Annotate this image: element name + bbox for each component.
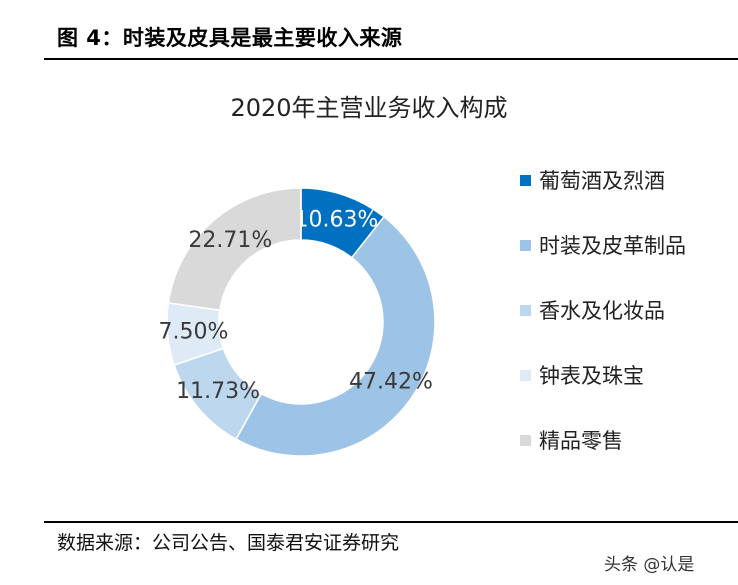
- legend-item-2: 时装及皮革制品: [520, 229, 686, 261]
- source-note: 数据来源：公司公告、国泰君安证券研究: [57, 532, 400, 554]
- legend-swatch: [520, 304, 531, 316]
- slice-label-4: 7.50%: [159, 319, 229, 344]
- legend-swatch: [520, 434, 531, 446]
- legend-item-5: 精品零售: [520, 424, 686, 456]
- slice-label-3: 11.73%: [176, 379, 260, 404]
- slice-label-1: 10.63%: [294, 207, 378, 232]
- legend-item-1: 葡萄酒及烈酒: [520, 164, 686, 196]
- chart-legend: 葡萄酒及烈酒 时装及皮革制品 香水及化妆品 钟表及珠宝精品零售: [520, 164, 686, 489]
- legend-label: 钟表及珠宝: [539, 364, 644, 388]
- legend-label: 香水及化妆品: [539, 299, 665, 323]
- legend-item-3: 香水及化妆品: [520, 294, 686, 326]
- legend-label: 精品零售: [539, 429, 623, 453]
- legend-item-4: 钟表及珠宝: [520, 359, 686, 391]
- legend-swatch: [520, 369, 531, 381]
- legend-label: 时装及皮革制品: [539, 234, 686, 258]
- donut-slice-5: [167, 187, 302, 312]
- chart-title: 2020年主营业务收入构成: [230, 94, 508, 122]
- legend-swatch: [520, 174, 531, 186]
- legend-label: 葡萄酒及烈酒: [539, 169, 665, 193]
- slice-label-5: 22.71%: [188, 228, 272, 253]
- slice-label-2: 47.42%: [349, 369, 433, 394]
- figure-title: 图 4：时装及皮具是最主要收入来源: [57, 26, 403, 50]
- top-divider: [44, 58, 738, 60]
- legend-swatch: [520, 239, 531, 251]
- watermark: 头条 @认是: [604, 555, 695, 575]
- bottom-divider: [44, 521, 738, 523]
- donut-slice-2: [235, 215, 436, 457]
